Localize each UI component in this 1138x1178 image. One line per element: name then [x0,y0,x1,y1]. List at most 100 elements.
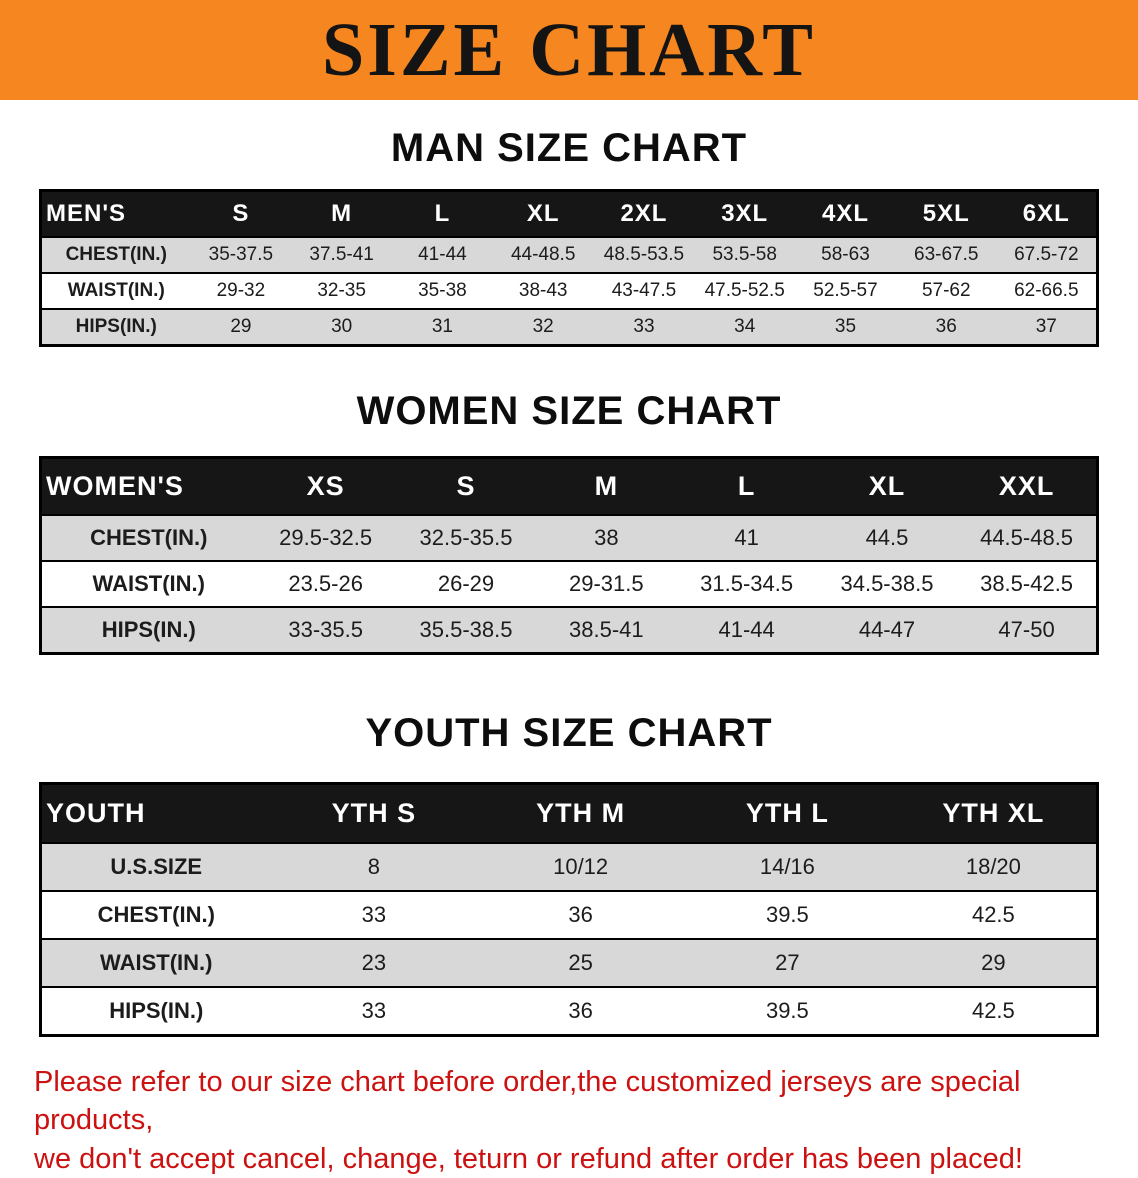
women-size-section: WOMEN SIZE CHART WOMEN'S XS S M L XL XXL CHEST(… [0,389,1138,655]
measurement-value-cell: 33 [633,316,655,337]
measurement-value-cell: 32-35 [317,280,366,301]
size-column-header: 4XL [821,200,869,227]
size-column-header: L [434,200,451,227]
measurement-value-cell: 37.5-41 [309,244,374,265]
measurement-value-cell: 18/20 [965,854,1021,879]
table-title-cell: MEN'S [46,200,127,227]
measurement-value-cell: 36 [568,998,593,1023]
size-column-header: M [594,471,619,501]
size-column-header: YTH M [536,798,626,828]
disclaimer-line-1: Please refer to our size chart before or… [34,1066,1021,1137]
size-column-header: XS [306,471,345,501]
measurement-value-cell: 38.5-42.5 [980,571,1074,596]
row-label-cell: HIPS(IN.) [75,316,157,337]
measurement-value-cell: 10/12 [553,854,609,879]
measurement-value-cell: 35-37.5 [208,244,274,265]
measurement-value-cell: 38 [594,525,619,550]
measurement-value-cell: 53.5-58 [712,244,777,265]
row-label-cell: CHEST(IN.) [90,525,208,550]
men-size-section: MAN SIZE CHART MEN'S S M L XL 2XL 3XL 4XL 5XL 6XL… [0,126,1138,347]
measurement-value-cell: 36 [935,316,957,337]
row-label-cell: WAIST(IN.) [92,571,205,596]
row-label-cell: WAIST(IN.) [100,950,213,975]
measurement-value-cell: 23 [361,950,387,975]
women-section-heading: WOMEN SIZE CHART [356,389,782,433]
measurement-row: U.S.SIZE 8 10/12 14/16 18/20 [40,843,1098,891]
size-column-header: L [737,471,756,501]
size-column-header: XXL [998,471,1055,501]
measurement-row: CHEST(IN.) 29.5-32.5 32.5-35.5 38 41 44.5 44.5… [40,515,1098,561]
measurement-value-cell: 31 [431,316,453,337]
measurement-row: HIPS(IN.) 33 36 39.5 42.5 [40,987,1098,1036]
measurement-value-cell: 47.5-52.5 [704,280,785,301]
size-column-header: M [331,200,353,227]
measurement-value-cell: 43-47.5 [611,280,677,301]
row-label-cell: CHEST(IN.) [65,244,167,265]
measurement-value-cell: 29-31.5 [569,571,644,596]
measurement-value-cell: 29-32 [216,280,266,301]
size-column-header: 3XL [721,200,769,227]
measurement-value-cell: 38-43 [518,280,568,301]
measurement-value-cell: 34.5-38.5 [840,571,934,596]
measurement-row: WAIST(IN.) 29-32 32-35 35-38 38-43 43-47.5 47.… [40,273,1098,309]
measurement-value-cell: 33 [361,902,387,927]
measurement-row: WAIST(IN.) 23.5-26 26-29 29-31.5 31.5-34.5 34… [40,561,1098,607]
measurement-value-cell: 14/16 [759,854,815,879]
youth-section-heading: YOUTH SIZE CHART [365,711,773,755]
measurement-value-cell: 29 [230,316,252,337]
size-column-header: YTH S [331,798,417,828]
measurement-value-cell: 44-47 [858,617,916,642]
measurement-value-cell: 34 [734,316,756,337]
measurement-value-cell: 41 [734,525,759,550]
measurement-value-cell: 44.5 [865,525,909,550]
measurement-value-cell: 48.5-53.5 [603,244,685,265]
measurement-value-cell: 44.5-48.5 [980,525,1074,550]
measurement-value-cell: 63-67.5 [914,244,979,265]
disclaimer: Please refer to our size chart before or… [0,1063,1138,1178]
header-row: YOUTH YTH S YTH M YTH L YTH XL [40,783,1098,843]
women-size-table: WOMEN'S XS S M L XL XXL CHEST(IN.) 29.5-32.5 32.5… [39,456,1099,655]
measurement-row: CHEST(IN.) 35-37.5 37.5-41 41-44 44-48.5 48.5… [40,237,1098,273]
row-label-cell: U.S.SIZE [110,854,203,879]
measurement-value-cell: 41-44 [418,244,467,265]
measurement-row: CHEST(IN.) 33 36 39.5 42.5 [40,891,1098,939]
page-title: SIZE CHART [321,8,816,92]
measurement-value-cell: 52.5-57 [813,280,878,301]
measurement-value-cell: 23.5-26 [288,571,363,596]
row-label-cell: HIPS(IN.) [101,617,196,642]
header-row: WOMEN'S XS S M L XL XXL [40,457,1098,515]
size-column-header: 6XL [1022,200,1070,227]
measurement-value-cell: 35.5-38.5 [419,617,513,642]
size-column-header: 5XL [922,200,970,227]
measurement-value-cell: 38.5-41 [569,617,644,642]
measurement-value-cell: 37 [1035,316,1057,337]
measurement-value-cell: 44-48.5 [510,244,576,265]
measurement-value-cell: 42.5 [971,902,1015,927]
measurement-value-cell: 27 [775,950,800,975]
measurement-value-cell: 39.5 [765,902,809,927]
measurement-value-cell: 42.5 [971,998,1015,1023]
disclaimer-line-2: we don't accept cancel, change, teturn o… [34,1142,1023,1175]
measurement-value-cell: 30 [331,316,353,337]
measurement-value-cell: 32 [532,316,554,337]
measurement-value-cell: 25 [568,950,593,975]
measurement-value-cell: 35 [834,316,857,337]
measurement-row: HIPS(IN.) 33-35.5 35.5-38.5 38.5-41 41-44 44-… [40,607,1098,654]
size-column-header: YTH XL [942,798,1045,828]
measurement-value-cell: 58-63 [821,244,870,265]
row-label-cell: WAIST(IN.) [67,280,165,301]
measurement-value-cell: 41-44 [718,617,775,642]
size-column-header: XL [868,471,906,501]
size-column-header: YTH L [745,798,829,828]
table-title-cell: YOUTH [46,798,146,828]
measurement-value-cell: 33-35.5 [288,617,363,642]
size-column-header: 2XL [620,200,668,227]
size-column-header: XL [526,200,560,227]
measurement-value-cell: 35-38 [418,280,467,301]
measurement-value-cell: 31.5-34.5 [700,571,794,596]
measurement-value-cell: 8 [367,854,380,879]
table-title-cell: WOMEN'S [46,471,184,501]
measurement-value-cell: 29.5-32.5 [279,525,373,550]
measurement-value-cell: 32.5-35.5 [419,525,513,550]
